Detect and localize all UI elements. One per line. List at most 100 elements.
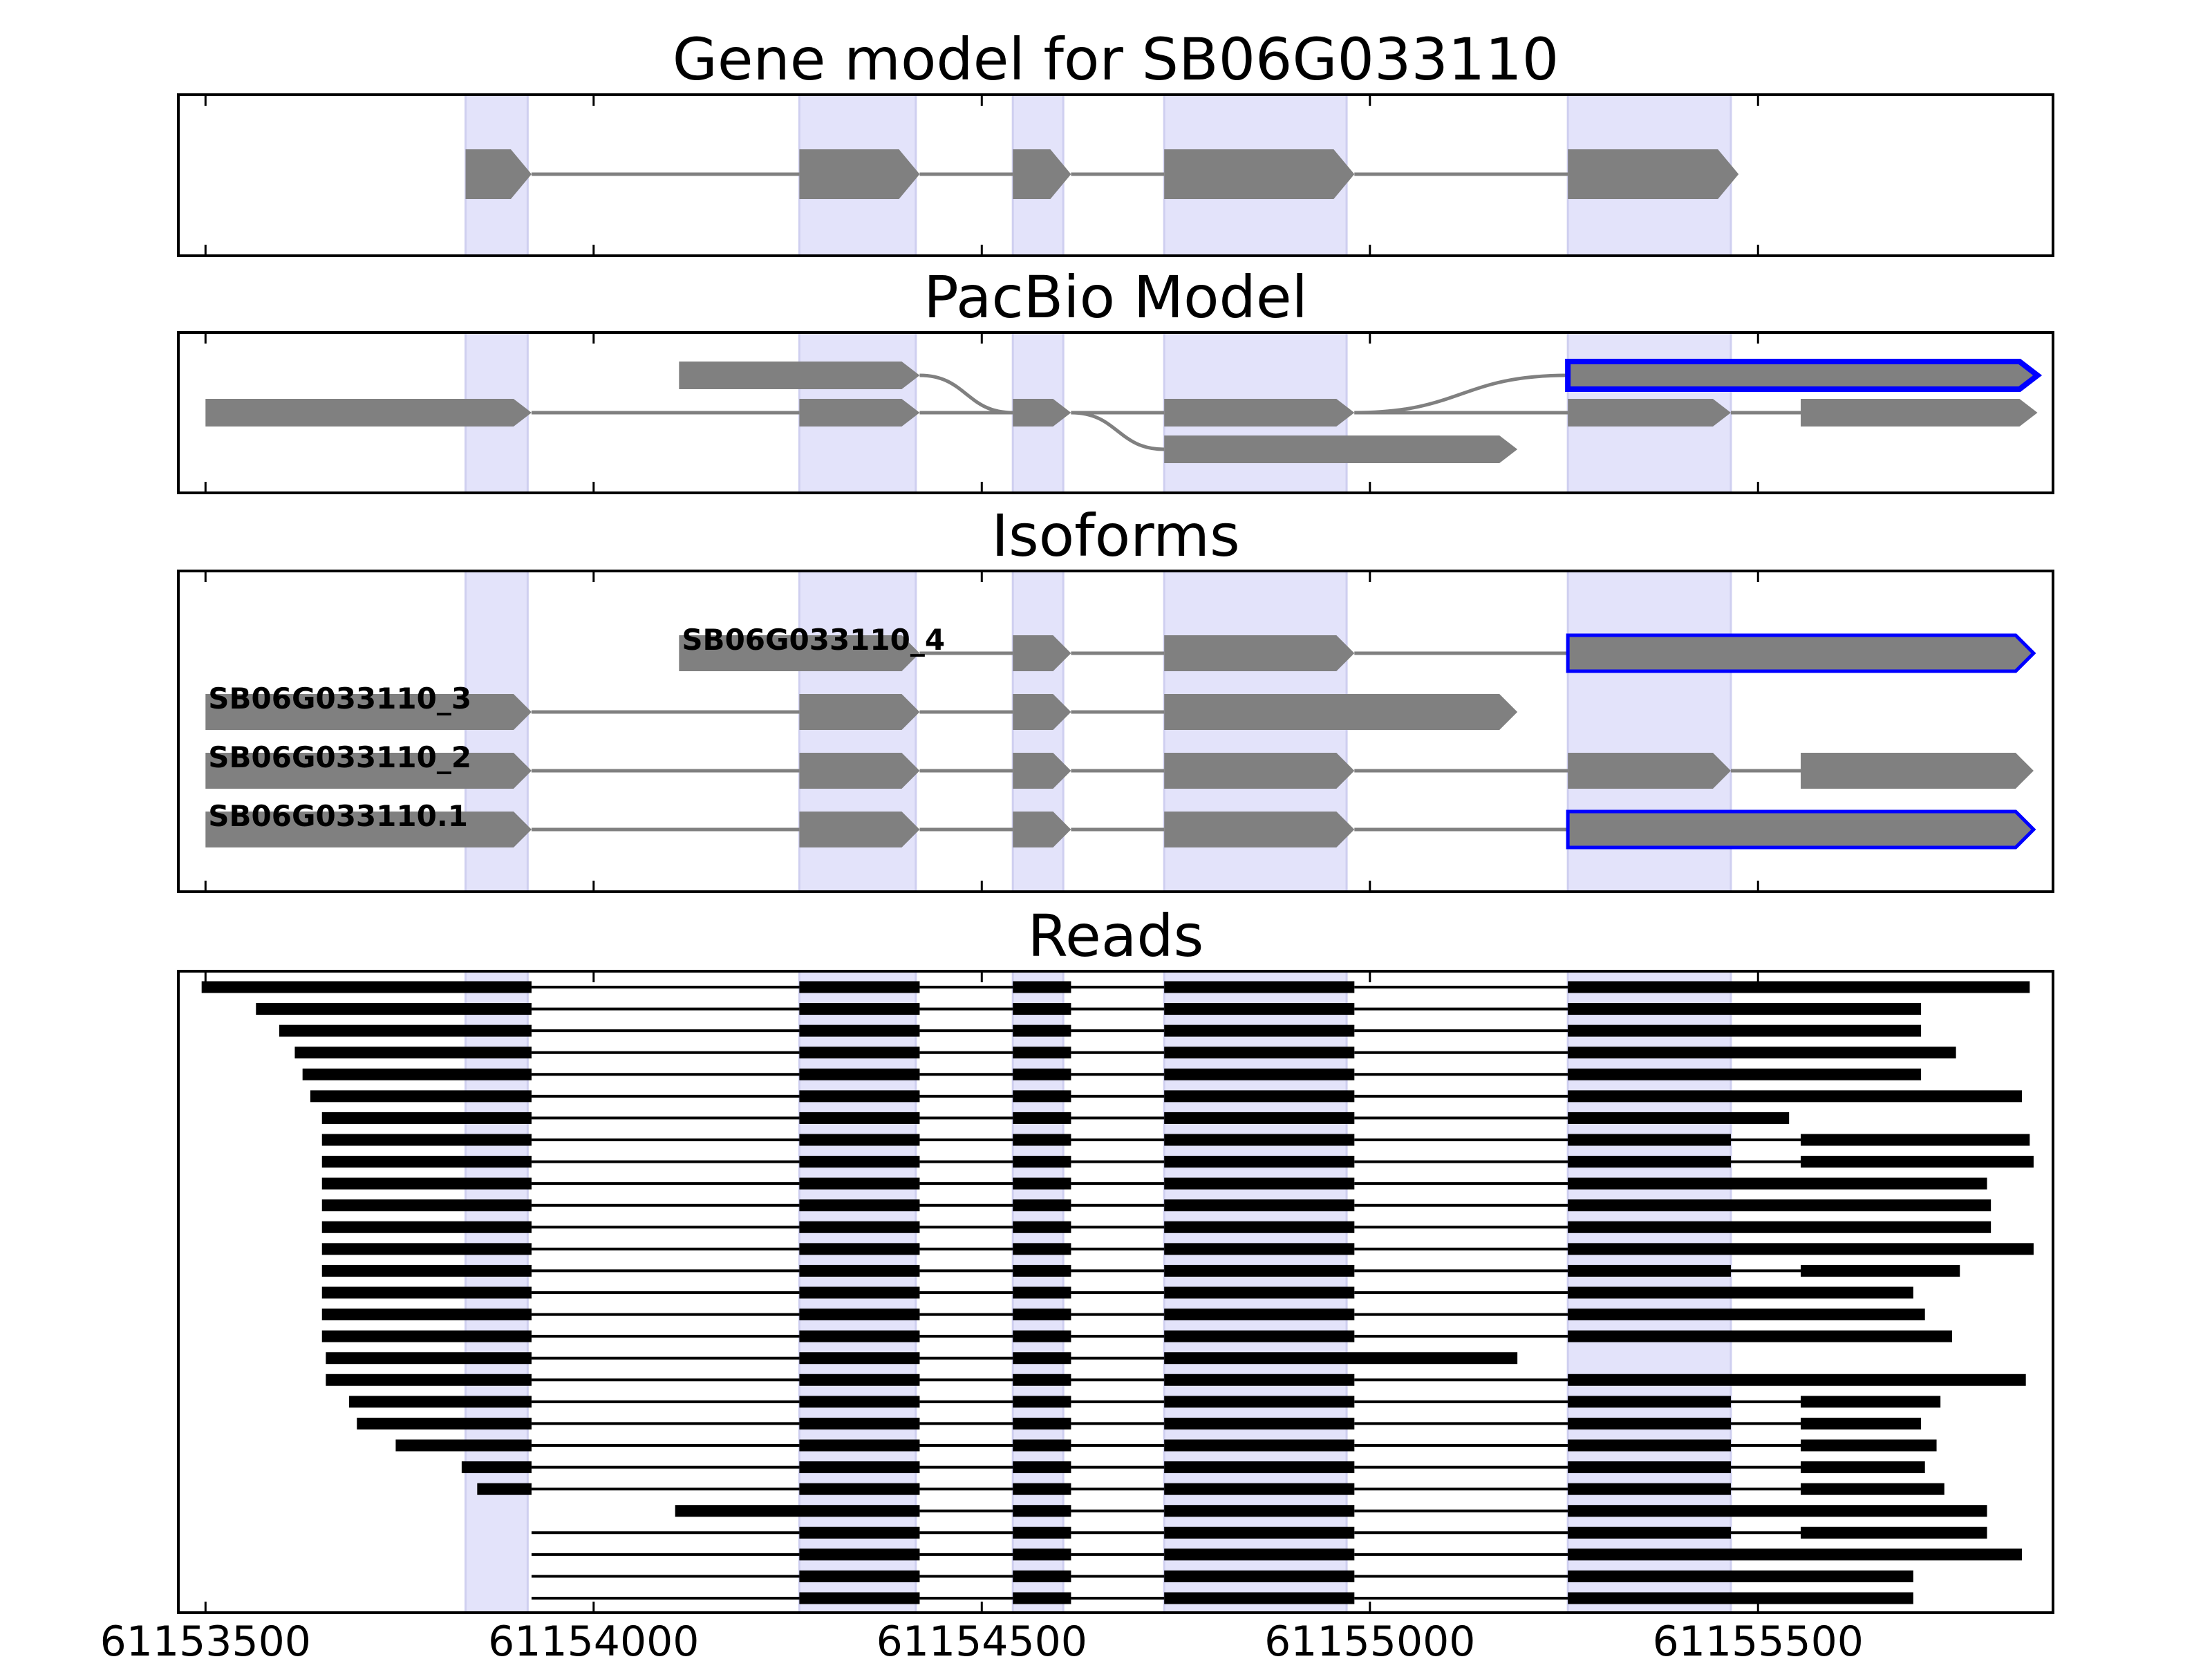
read-block bbox=[1801, 1264, 1960, 1277]
exon bbox=[1013, 753, 1071, 789]
exon bbox=[1164, 435, 1518, 463]
pacbio-model-panel: PacBio Model bbox=[177, 263, 2054, 494]
read-block bbox=[1164, 1264, 1355, 1277]
read-block bbox=[1013, 1243, 1071, 1255]
read-block bbox=[321, 1330, 532, 1342]
isoforms-panel: SB06G033110_4 SB06G033110_3 SB06G033110_2 S… bbox=[177, 502, 2054, 893]
read-block bbox=[1568, 1570, 1913, 1582]
x-tick-label: 61155500 bbox=[1653, 1618, 1864, 1659]
read-block bbox=[1568, 1309, 1925, 1321]
panel-title: PacBio Model bbox=[924, 263, 1308, 331]
read-block bbox=[1013, 1548, 1071, 1561]
read-block bbox=[1013, 1483, 1071, 1495]
read-block bbox=[1164, 1112, 1355, 1124]
read-block bbox=[799, 1090, 920, 1103]
exon bbox=[205, 812, 532, 847]
exon bbox=[799, 399, 920, 427]
read bbox=[302, 1068, 1922, 1080]
read bbox=[477, 1483, 1944, 1495]
highlighted-exon bbox=[1565, 359, 2043, 392]
exon bbox=[679, 362, 920, 389]
read-block bbox=[1568, 1548, 2023, 1561]
read-block bbox=[1801, 1483, 1944, 1495]
read-block bbox=[1568, 1396, 1731, 1408]
read bbox=[531, 1548, 2023, 1561]
read-block bbox=[1013, 1309, 1071, 1321]
read-block bbox=[799, 1570, 920, 1582]
read-block bbox=[799, 1330, 920, 1342]
read-block bbox=[1013, 1417, 1071, 1430]
exon bbox=[799, 812, 920, 847]
read bbox=[294, 1047, 1956, 1059]
exon bbox=[1164, 635, 1355, 671]
read-block bbox=[1013, 1505, 1071, 1517]
exon bbox=[205, 753, 532, 789]
isoform-label: SB06G033110_3 bbox=[208, 682, 471, 715]
read-block bbox=[1013, 1330, 1071, 1342]
read-block bbox=[1013, 1264, 1071, 1277]
read-block bbox=[1013, 1352, 1071, 1365]
read-block bbox=[1013, 1439, 1071, 1452]
read-block bbox=[1164, 1090, 1355, 1103]
read-block bbox=[321, 1177, 532, 1190]
read-block bbox=[1164, 1548, 1355, 1561]
read-block bbox=[321, 1286, 532, 1299]
read bbox=[349, 1396, 1941, 1408]
read-block bbox=[1801, 1439, 1937, 1452]
read bbox=[326, 1352, 1518, 1365]
read bbox=[461, 1461, 1925, 1474]
exon bbox=[205, 694, 532, 730]
read-block bbox=[1568, 1156, 1731, 1168]
read-block bbox=[1013, 1570, 1071, 1582]
read-block bbox=[395, 1439, 532, 1452]
read-block bbox=[1013, 1047, 1071, 1059]
panel-border bbox=[177, 970, 2054, 1614]
exon bbox=[1164, 149, 1355, 199]
panel-border bbox=[177, 570, 2054, 893]
read-block bbox=[799, 1548, 920, 1561]
read-block bbox=[1013, 1134, 1071, 1146]
read-block bbox=[1568, 1003, 1922, 1015]
exon bbox=[1568, 753, 1731, 789]
read-block bbox=[799, 1068, 920, 1080]
panel-border bbox=[177, 331, 2054, 494]
exon bbox=[1568, 149, 1739, 199]
read-block bbox=[279, 1024, 532, 1037]
read-block bbox=[1013, 1396, 1071, 1408]
read-block bbox=[1164, 1134, 1355, 1146]
read bbox=[321, 1243, 2034, 1255]
read-block bbox=[1164, 1439, 1355, 1452]
exon bbox=[1164, 694, 1518, 730]
read-block bbox=[1013, 1177, 1071, 1190]
exon bbox=[1013, 399, 1071, 427]
read bbox=[321, 1112, 1790, 1124]
exon bbox=[679, 635, 920, 671]
read-block bbox=[1164, 1177, 1355, 1190]
read bbox=[321, 1330, 1953, 1342]
read-block bbox=[326, 1374, 532, 1386]
read-block bbox=[302, 1068, 532, 1080]
splice-connector bbox=[1354, 373, 1568, 415]
read-block bbox=[675, 1505, 920, 1517]
read-block bbox=[1164, 1003, 1355, 1015]
read-block bbox=[1164, 1592, 1355, 1604]
read-block bbox=[1568, 1592, 1913, 1604]
read-block bbox=[799, 1352, 920, 1365]
read-block bbox=[1568, 1264, 1731, 1277]
read bbox=[395, 1439, 1937, 1452]
read-block bbox=[1568, 1243, 2034, 1255]
read bbox=[279, 1024, 1922, 1037]
read bbox=[321, 1264, 1960, 1277]
read-block bbox=[799, 1243, 920, 1255]
isoform-label: SB06G033110_4 bbox=[682, 623, 945, 657]
read-block bbox=[1568, 1374, 2026, 1386]
read-block bbox=[1568, 1047, 1956, 1059]
read-block bbox=[799, 1526, 920, 1539]
x-tick-label: 61154500 bbox=[877, 1618, 1087, 1659]
read-block bbox=[1164, 1526, 1355, 1539]
read-block bbox=[461, 1461, 532, 1474]
gene-model-panel: Gene model for SB06G033110 bbox=[177, 26, 2054, 257]
read-block bbox=[799, 1264, 920, 1277]
read-block bbox=[1013, 1199, 1071, 1212]
